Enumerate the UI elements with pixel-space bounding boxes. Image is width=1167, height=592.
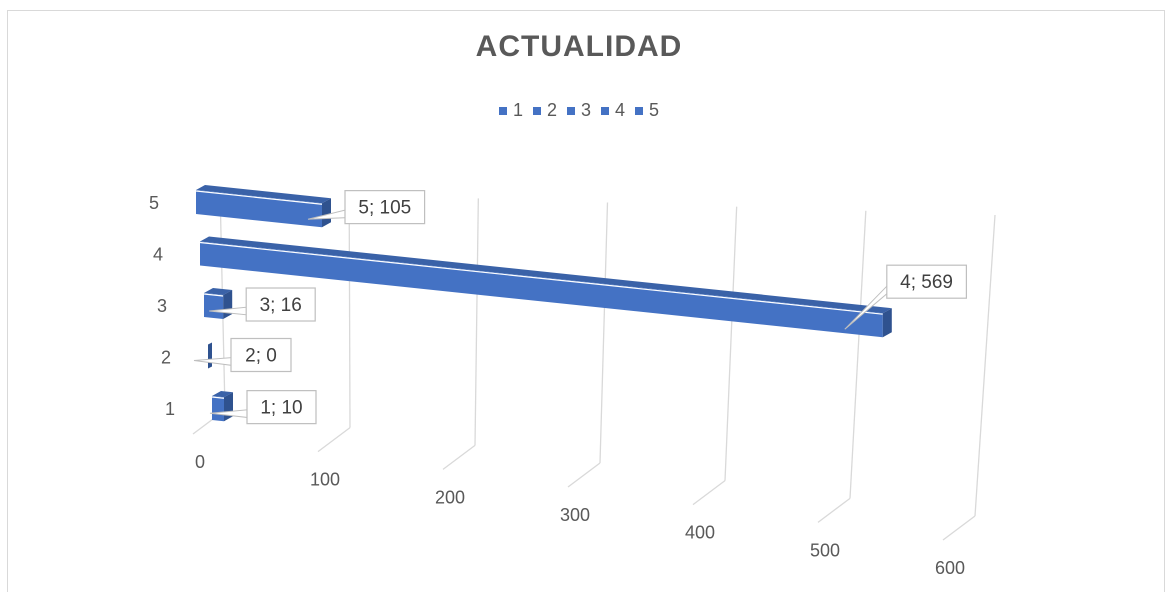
legend-swatch: [566, 106, 575, 115]
legend-swatch: [601, 106, 609, 115]
gridline-floor: [442, 444, 476, 470]
legend-label: 4: [615, 100, 626, 120]
data-label: 5; 105: [358, 198, 411, 219]
gridline-floor: [317, 427, 351, 453]
legend-swatch: [498, 106, 507, 115]
bar-edge: [203, 293, 224, 297]
x-tick-label: 100: [310, 470, 340, 490]
chart-title: ACTUALIDAD: [475, 30, 683, 63]
data-label: 1; 10: [260, 398, 302, 419]
x-tick-label: 300: [560, 505, 590, 525]
y-tick-label: 4: [153, 245, 163, 265]
data-label-box: [245, 287, 316, 322]
bars: [195, 185, 892, 422]
data-label-pointer: [193, 356, 234, 367]
bar-top: [212, 391, 233, 398]
x-tick-label: 0: [195, 452, 205, 472]
legend-swatch: [532, 106, 541, 115]
bar-top: [196, 185, 331, 204]
bar-edge: [195, 190, 323, 205]
bar-edge: [211, 396, 225, 399]
gridline-floor: [817, 497, 851, 523]
data-label: 4; 569: [900, 272, 953, 293]
x-tick-label: 600: [935, 558, 965, 578]
bar-top: [204, 288, 233, 296]
data-label: 2; 0: [245, 346, 277, 367]
x-tick-label: 400: [685, 523, 715, 543]
data-label-box: [886, 264, 967, 299]
y-tick-label: 2: [161, 348, 171, 368]
legend-item: 1: [498, 100, 523, 121]
bar: [196, 190, 322, 228]
legend-label: 2: [546, 100, 557, 120]
x-tick-label: 200: [435, 487, 465, 507]
bar-cap: [224, 392, 233, 422]
legend: 1 2 3 4 5: [0, 100, 1158, 121]
gridline: [474, 198, 479, 446]
bar-cap: [223, 290, 233, 320]
x-tick-label: 500: [810, 540, 840, 560]
axes-labels: 0 100 200 300 400 500 600 1 2 3 4 5: [149, 193, 965, 578]
legend-item: 5: [635, 100, 659, 121]
gridline: [849, 210, 867, 499]
legend-label: 5: [649, 100, 660, 120]
y-tick-label: 5: [149, 193, 159, 213]
legend-swatch: [635, 106, 644, 115]
gridline-floor: [567, 462, 601, 488]
bar-top: [200, 236, 892, 314]
data-label-box: [344, 190, 426, 225]
y-tick-label: 1: [165, 399, 175, 419]
data-labels: 1; 10 2; 0 3; 16 4; 569 5; 105: [193, 190, 967, 425]
gridline: [599, 202, 609, 464]
bar-cap: [322, 198, 331, 228]
bar-edge: [199, 241, 883, 315]
y-tick-label: 3: [157, 296, 167, 316]
legend-label: 1: [512, 100, 523, 120]
gridline-floor: [692, 480, 726, 506]
bar: [200, 241, 883, 338]
bar: [204, 293, 224, 320]
data-label: 3; 16: [260, 295, 302, 316]
gridline: [348, 194, 351, 428]
data-label-box: [230, 337, 292, 373]
legend-label: 3: [580, 100, 591, 120]
legend-item: 3: [566, 100, 591, 121]
legend-item: 4: [601, 100, 625, 121]
data-label-box: [246, 390, 317, 425]
gridline-floor: [942, 515, 976, 541]
legend-item: 2: [532, 100, 557, 121]
bar: [212, 396, 224, 422]
bar: [208, 342, 212, 369]
bar-cap: [882, 308, 892, 338]
gridlines: [192, 189, 996, 541]
gridline: [974, 214, 996, 517]
gridline: [724, 206, 738, 481]
